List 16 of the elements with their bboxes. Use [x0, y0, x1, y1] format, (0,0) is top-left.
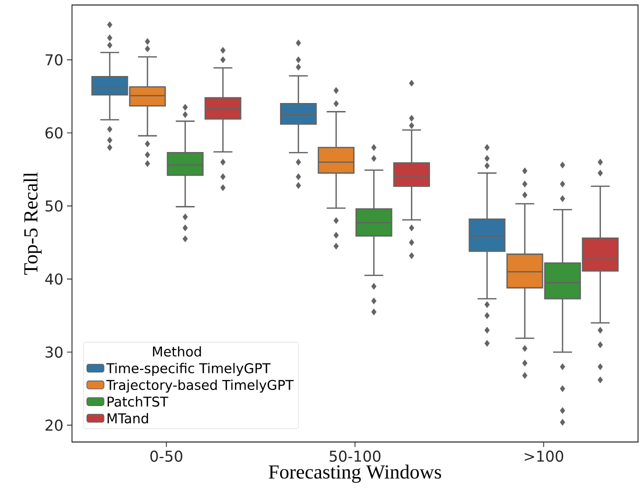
y-tick-label: 30: [46, 346, 62, 358]
legend-label: PatchTST: [108, 396, 168, 407]
y-tick-label: 40: [45, 273, 62, 285]
x-tick-label: 0-50: [150, 450, 182, 462]
legend-label: Trajectory-based TimelyGPT: [106, 380, 294, 393]
x-tick-label: 50-100: [330, 450, 380, 462]
y-tick-label: 50: [46, 200, 62, 212]
x-axis-title: Forecasting Windows: [268, 464, 442, 483]
y-axis-title: Top-5 Recall: [24, 172, 42, 275]
y-tick-label: 20: [46, 420, 62, 431]
y-tick-label: 60: [46, 127, 62, 139]
legend-label: Time-specific TimelyGPT: [106, 362, 271, 376]
x-tick-label: >100: [524, 450, 564, 462]
y-tick-label: 70: [46, 54, 62, 66]
legend-title: Method: [152, 346, 201, 357]
legend-label: MTand: [108, 412, 148, 424]
